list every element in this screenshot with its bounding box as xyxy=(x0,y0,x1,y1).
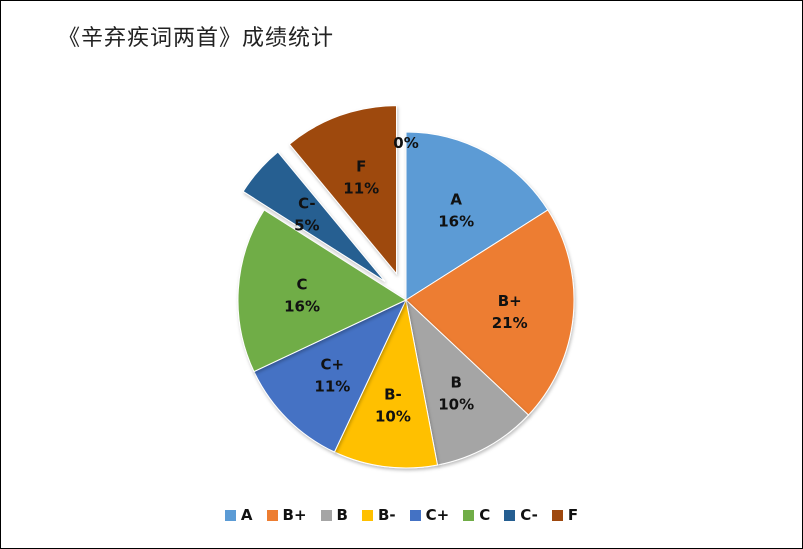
legend-item: B xyxy=(320,506,348,524)
legend-item: A xyxy=(224,506,253,524)
legend-item: C- xyxy=(504,506,538,524)
legend-label: B- xyxy=(377,506,396,524)
legend-swatch xyxy=(463,509,475,521)
legend-swatch xyxy=(409,509,421,521)
slice-category-label: B+ xyxy=(498,292,522,310)
legend-item: B+ xyxy=(266,506,307,524)
slice-percent-label: 16% xyxy=(438,213,474,231)
pie-slice-c-plus xyxy=(253,298,408,453)
slice-percent-label: 10% xyxy=(438,395,474,413)
slice-percent-label: 10% xyxy=(375,407,411,425)
pie-slice-f xyxy=(288,105,398,276)
pie-slice-b-plus xyxy=(405,209,575,416)
pie-slice-a xyxy=(405,131,549,301)
pie-slice-b xyxy=(405,298,530,466)
slice-category-label: F xyxy=(356,158,366,176)
legend-item: B- xyxy=(361,506,396,524)
legend-swatch xyxy=(551,509,563,521)
legend-label: C xyxy=(479,506,491,524)
legend-swatch xyxy=(320,509,332,521)
pie-slice-b-minus xyxy=(333,298,439,469)
chart-legend: A B+ B B- C+ C C- F xyxy=(0,506,803,524)
legend-swatch xyxy=(361,509,373,521)
zero-percent-label: 0% xyxy=(393,134,418,152)
slice-percent-label: 16% xyxy=(284,297,320,315)
slice-category-label: B- xyxy=(384,385,402,403)
slice-percent-label: 21% xyxy=(492,314,528,332)
legend-label: C+ xyxy=(425,506,450,524)
legend-item: F xyxy=(551,506,579,524)
legend-label: A xyxy=(240,506,253,524)
slice-category-label: C- xyxy=(298,195,316,213)
pie-slice-c xyxy=(237,209,408,373)
legend-label: C- xyxy=(520,506,538,524)
slice-category-label: C xyxy=(297,275,308,293)
slice-category-label: C+ xyxy=(321,356,345,374)
slice-category-label: B xyxy=(450,373,461,391)
legend-swatch xyxy=(266,509,278,521)
legend-item: C+ xyxy=(409,506,450,524)
legend-swatch xyxy=(504,509,516,521)
legend-label: B+ xyxy=(282,506,307,524)
slice-percent-label: 11% xyxy=(343,180,379,198)
legend-label: B xyxy=(336,506,348,524)
chart-title: 《辛弃疾词两首》成绩统计 xyxy=(58,26,335,51)
slice-percent-label: 11% xyxy=(314,378,350,396)
legend-item: C xyxy=(463,506,490,524)
pie-slice-c-minus xyxy=(242,151,386,282)
slice-percent-label: 5% xyxy=(294,217,319,235)
legend-label: F xyxy=(567,506,579,524)
legend-swatch xyxy=(224,509,236,521)
slice-category-label: A xyxy=(450,191,462,209)
